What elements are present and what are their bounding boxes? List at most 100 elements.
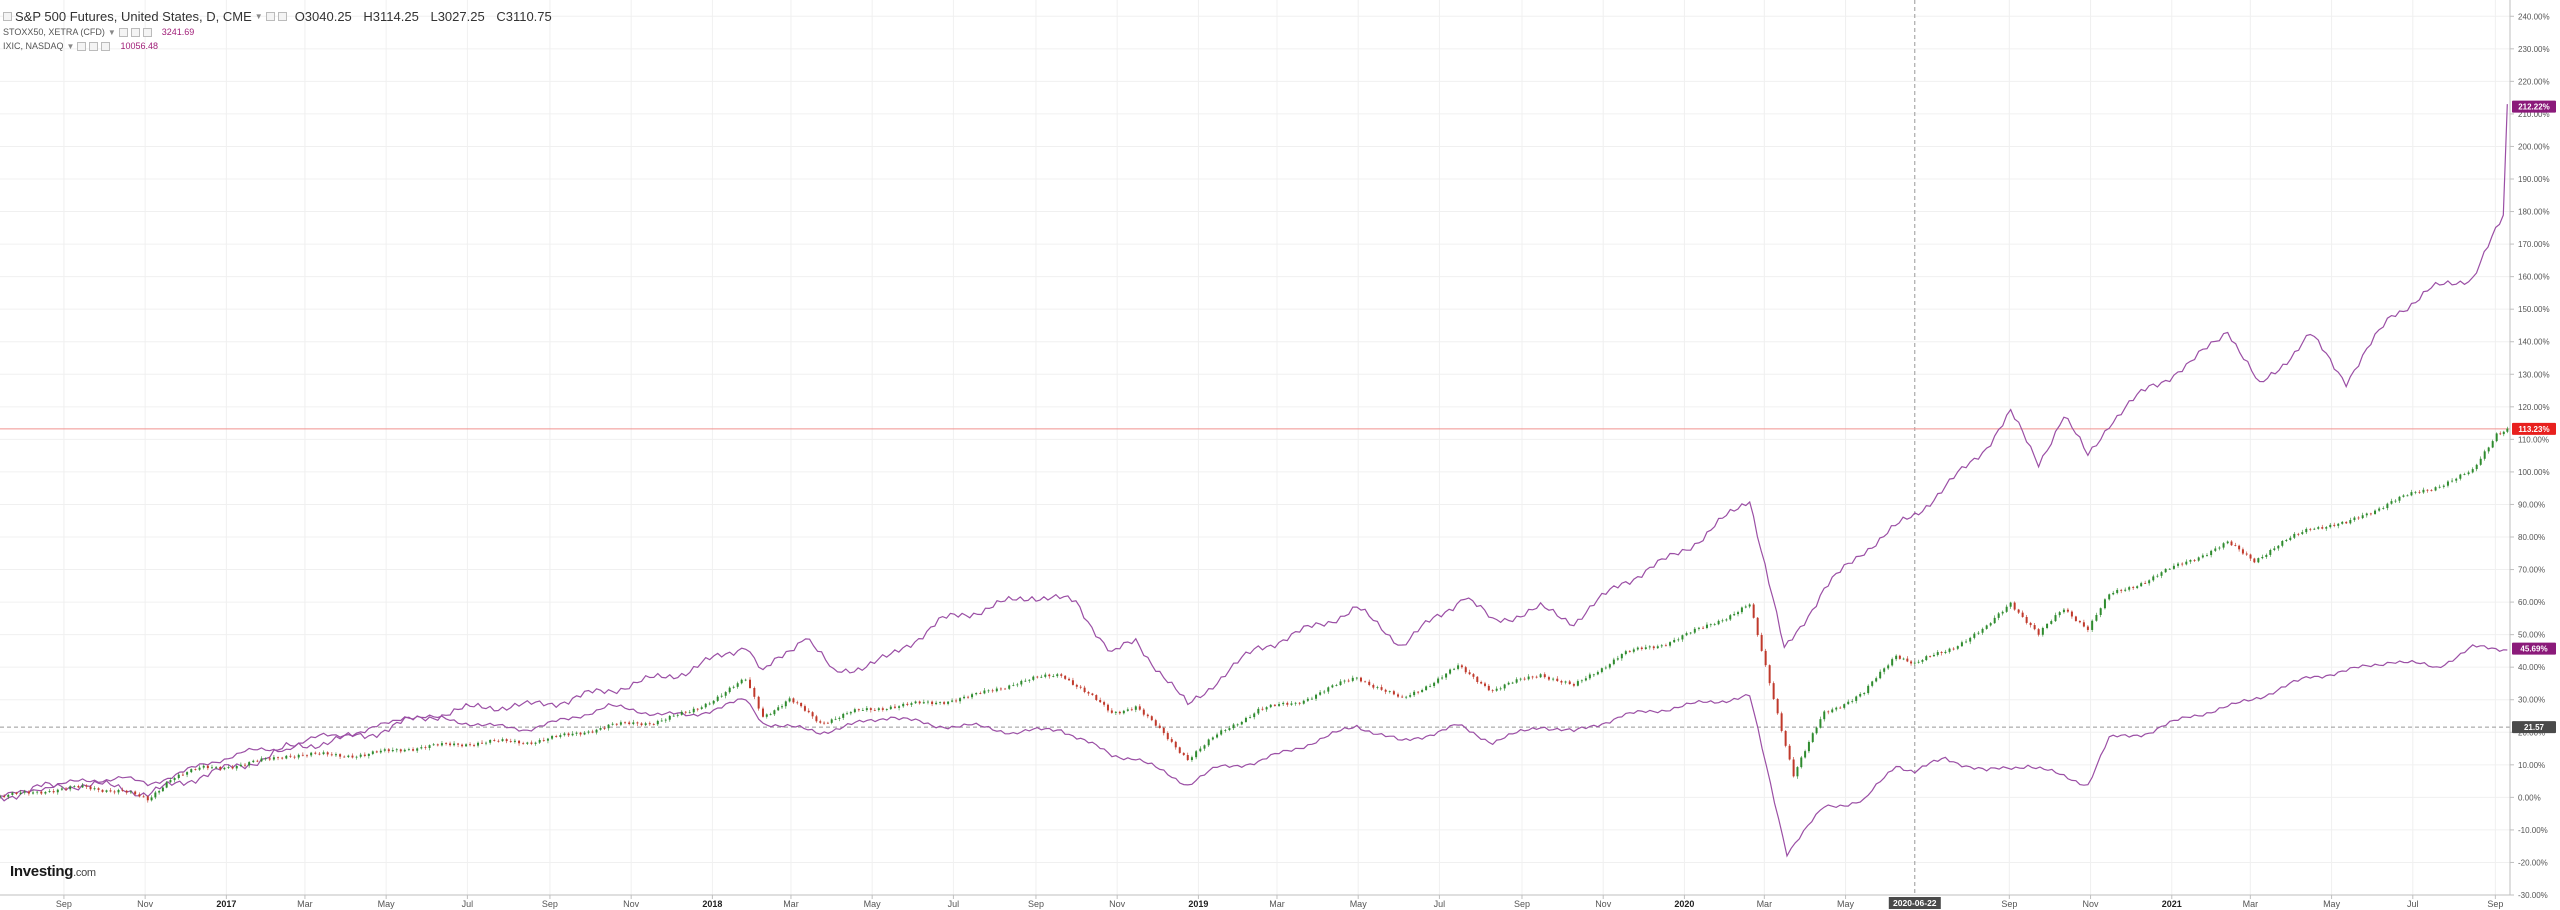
candle-body — [518, 740, 521, 744]
legend-stoxx-row: STOXX50, XETRA (CFD) ▼ 3241.69 — [3, 25, 560, 39]
candle-body — [101, 789, 104, 792]
y-tick-label: 180.00% — [2518, 208, 2550, 217]
candle-body — [297, 754, 300, 758]
candle-body — [1020, 680, 1023, 685]
candle-body — [1211, 737, 1214, 740]
candle-body — [987, 690, 990, 692]
candle-body — [1364, 681, 1367, 683]
main-series-title[interactable]: S&P 500 Futures, United States, D, CME — [15, 8, 252, 24]
candle-body — [2321, 527, 2324, 529]
candle-body — [1087, 691, 1090, 694]
candle-body — [2140, 583, 2143, 587]
candle-body — [704, 703, 707, 708]
settings-icon[interactable] — [89, 41, 99, 51]
x-tick-label: May — [2323, 899, 2341, 909]
chevron-down-icon[interactable]: ▼ — [254, 11, 263, 21]
candle-body — [2495, 433, 2498, 442]
candle-body — [1449, 669, 1452, 674]
candle-body — [1138, 706, 1141, 710]
x-tick-label: Nov — [1109, 899, 1126, 909]
candle-body — [599, 728, 602, 730]
nasdaq-series-name[interactable]: IXIC, NASDAQ — [3, 41, 64, 51]
candle-body — [680, 711, 683, 715]
candle-body — [1056, 674, 1059, 677]
candle-body — [1584, 678, 1587, 681]
candle-body — [1898, 655, 1901, 659]
candle-body — [1752, 604, 1755, 618]
candle-body — [469, 744, 472, 746]
candle-body — [428, 745, 431, 748]
candle-body — [60, 788, 63, 790]
chevron-down-icon[interactable]: ▼ — [107, 27, 116, 37]
candle-body — [477, 742, 480, 746]
candle-body — [1843, 704, 1846, 708]
candle-body — [1656, 646, 1659, 649]
y-tick-label: 120.00% — [2518, 403, 2550, 412]
candle-body — [2189, 559, 2192, 562]
grid-lines — [0, 0, 2510, 896]
candle-body — [2177, 563, 2180, 566]
candle-body — [2164, 568, 2167, 573]
candle-body — [457, 743, 460, 745]
candle-body — [3, 796, 6, 798]
close-icon[interactable] — [101, 41, 111, 51]
candle-body — [830, 719, 833, 723]
candle-body — [2442, 485, 2445, 487]
candle-body — [2099, 608, 2102, 615]
candle-body — [1174, 741, 1177, 748]
collapse-icon[interactable] — [3, 11, 12, 21]
candle-body — [823, 722, 826, 724]
candle-body — [1831, 709, 1834, 713]
candle-body — [440, 743, 443, 746]
candle-body — [2273, 548, 2276, 550]
candle-body — [1253, 713, 1256, 718]
candle-body — [1875, 678, 1878, 682]
candle-body — [857, 709, 860, 711]
candle-body — [955, 700, 958, 702]
settings-icon[interactable] — [265, 11, 275, 21]
candle-body — [688, 712, 691, 714]
candle-body — [1764, 650, 1767, 666]
candle-body — [206, 765, 209, 769]
y-tick-label: 50.00% — [2518, 631, 2545, 640]
chevron-down-icon[interactable]: ▼ — [66, 41, 75, 51]
candle-body — [173, 778, 176, 781]
x-tick-label: Jul — [2407, 899, 2419, 909]
candle-body — [1776, 698, 1779, 714]
close-icon[interactable] — [142, 27, 152, 37]
x-tick-label: 2020 — [1674, 899, 1694, 909]
candle-body — [210, 767, 213, 769]
candle-body — [740, 679, 743, 684]
eye-icon[interactable] — [118, 27, 128, 37]
candle-body — [1628, 651, 1631, 652]
stoxx-series-name[interactable]: STOXX50, XETRA (CFD) — [3, 27, 105, 37]
candle-body — [1240, 721, 1243, 725]
close-icon[interactable] — [277, 11, 287, 21]
settings-icon[interactable] — [130, 27, 140, 37]
candle-body — [513, 740, 516, 742]
eye-icon[interactable] — [77, 41, 87, 51]
candle-body — [1965, 641, 1968, 643]
candle-body — [2197, 557, 2200, 561]
candle-body — [1740, 607, 1743, 613]
candle-body — [391, 750, 394, 752]
candle-body — [2269, 549, 2272, 555]
candle-body — [15, 792, 18, 794]
candle-body — [1154, 720, 1157, 726]
candle-body — [1807, 741, 1810, 752]
candle-body — [1491, 690, 1494, 692]
candle-body — [736, 683, 739, 687]
candle-body — [842, 713, 845, 718]
candle-body — [272, 757, 275, 760]
candle-body — [1004, 688, 1007, 690]
candle-body — [672, 715, 675, 717]
candle-body — [914, 701, 917, 704]
candle-body — [1737, 612, 1740, 615]
candle-body — [1879, 671, 1882, 679]
candle-body — [310, 752, 313, 756]
candle-body — [1142, 709, 1145, 715]
candle-body — [1282, 702, 1285, 705]
x-tick-label: May — [864, 899, 882, 909]
